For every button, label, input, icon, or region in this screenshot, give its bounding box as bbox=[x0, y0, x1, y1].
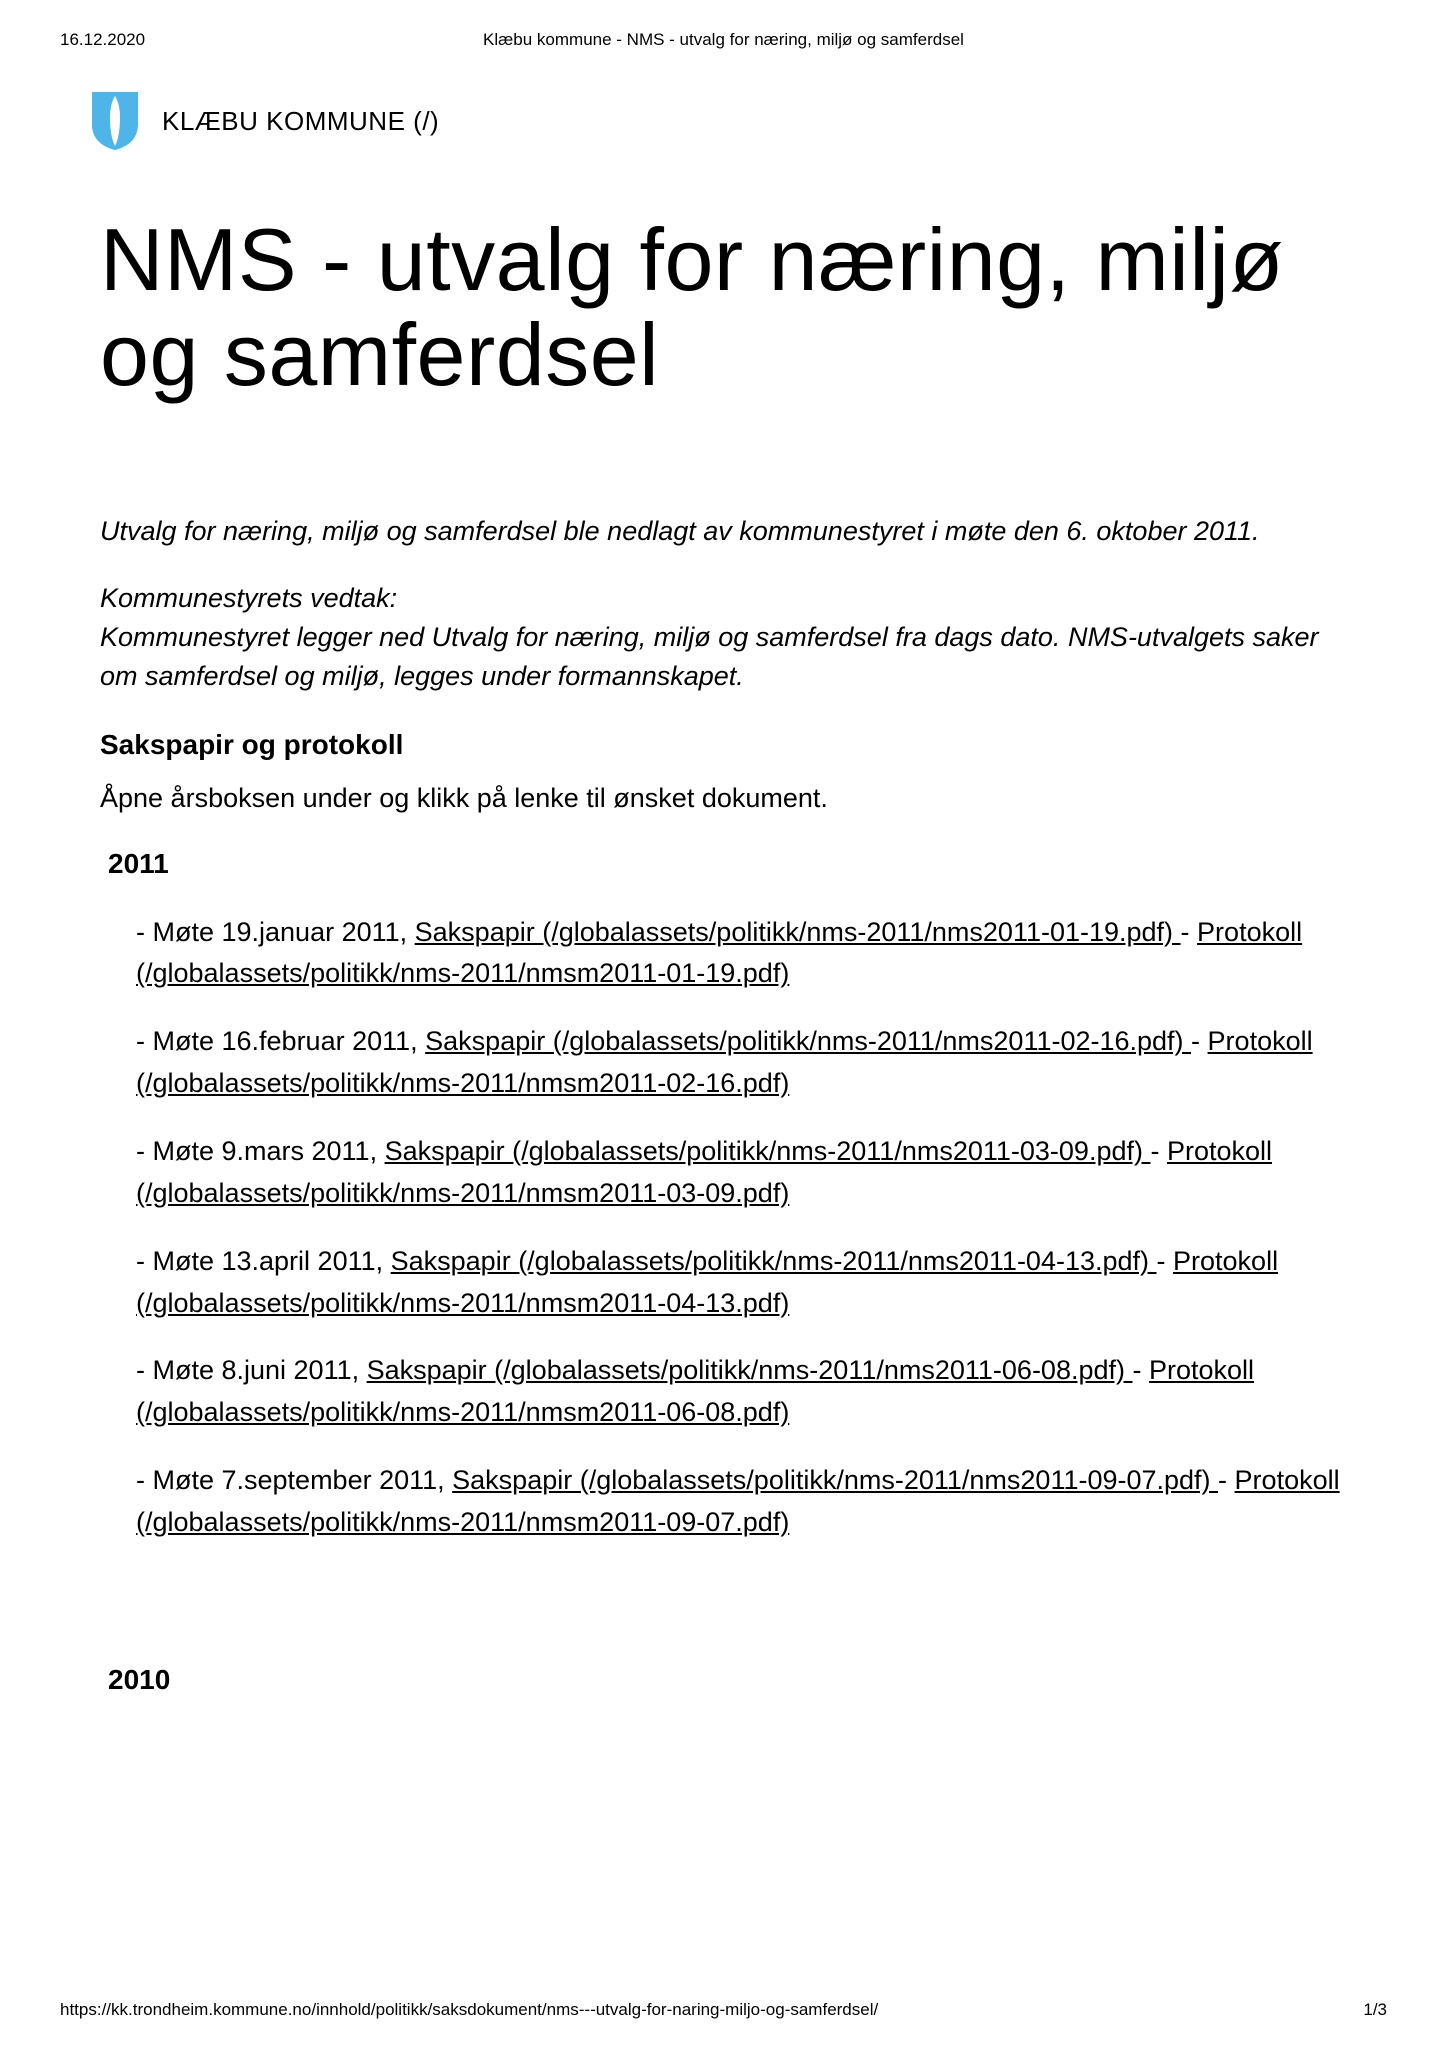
brand-home-link[interactable]: KLÆBU KOMMUNE (/) bbox=[162, 106, 439, 137]
link-separator: - bbox=[1191, 1026, 1208, 1056]
intro-p2-line2: Kommunestyret legger ned Utvalg for næri… bbox=[100, 622, 1319, 691]
link-separator: - bbox=[1218, 1465, 1235, 1495]
sakspapir-link[interactable]: Sakspapir (/globalassets/politikk/nms-20… bbox=[452, 1465, 1218, 1495]
meeting-prefix: - Møte 7.september 2011, bbox=[136, 1465, 452, 1495]
intro-paragraph-1: Utvalg for næring, miljø og samferdsel b… bbox=[100, 512, 1347, 551]
print-header: 16.12.2020 Klæbu kommune - NMS - utvalg … bbox=[60, 30, 1387, 90]
section-title: Sakspapir og protokoll bbox=[100, 729, 1347, 761]
meeting-item: - Møte 16.februar 2011, Sakspapir (/glob… bbox=[136, 1021, 1347, 1105]
brand-slash: (/) bbox=[413, 106, 439, 136]
link-separator: - bbox=[1133, 1355, 1150, 1385]
sakspapir-link[interactable]: Sakspapir (/globalassets/politikk/nms-20… bbox=[425, 1026, 1191, 1056]
meeting-item: - Møte 7.september 2011, Sakspapir (/glo… bbox=[136, 1460, 1347, 1544]
brand-header: KLÆBU KOMMUNE (/) bbox=[60, 90, 1387, 152]
brand-name-text: KLÆBU KOMMUNE bbox=[162, 106, 405, 136]
year-2010-toggle[interactable]: 2010 bbox=[108, 1664, 1347, 1696]
print-footer: https://kk.trondheim.kommune.no/innhold/… bbox=[60, 2000, 1387, 2020]
meeting-item: - Møte 9.mars 2011, Sakspapir (/globalas… bbox=[136, 1131, 1347, 1215]
meeting-list-2011: - Møte 19.januar 2011, Sakspapir (/globa… bbox=[100, 912, 1347, 1544]
meeting-prefix: - Møte 16.februar 2011, bbox=[136, 1026, 425, 1056]
print-url: https://kk.trondheim.kommune.no/innhold/… bbox=[60, 2000, 878, 2020]
sakspapir-link[interactable]: Sakspapir (/globalassets/politikk/nms-20… bbox=[391, 1246, 1157, 1276]
section-sub: Åpne årsboksen under og klikk på lenke t… bbox=[100, 783, 1347, 814]
link-separator: - bbox=[1181, 917, 1198, 947]
print-date: 16.12.2020 bbox=[60, 30, 145, 50]
meeting-prefix: - Møte 8.juni 2011, bbox=[136, 1355, 367, 1385]
meeting-prefix: - Møte 9.mars 2011, bbox=[136, 1136, 385, 1166]
link-separator: - bbox=[1157, 1246, 1174, 1276]
shield-icon bbox=[90, 90, 140, 152]
intro-paragraph-2: Kommunestyrets vedtak: Kommunestyret leg… bbox=[100, 579, 1347, 696]
meeting-prefix: - Møte 13.april 2011, bbox=[136, 1246, 391, 1276]
sakspapir-link[interactable]: Sakspapir (/globalassets/politikk/nms-20… bbox=[415, 917, 1181, 947]
sakspapir-link[interactable]: Sakspapir (/globalassets/politikk/nms-20… bbox=[367, 1355, 1133, 1385]
page-title: NMS - utvalg for næring, miljø og samfer… bbox=[100, 212, 1347, 402]
intro-p2-line1: Kommunestyrets vedtak: bbox=[100, 583, 397, 613]
link-separator: - bbox=[1150, 1136, 1167, 1166]
meeting-item: - Møte 8.juni 2011, Sakspapir (/globalas… bbox=[136, 1350, 1347, 1434]
sakspapir-link[interactable]: Sakspapir (/globalassets/politikk/nms-20… bbox=[385, 1136, 1151, 1166]
meeting-item: - Møte 19.januar 2011, Sakspapir (/globa… bbox=[136, 912, 1347, 996]
print-title: Klæbu kommune - NMS - utvalg for næring,… bbox=[483, 30, 964, 50]
print-pagenum: 1/3 bbox=[1363, 2000, 1387, 2020]
meeting-item: - Møte 13.april 2011, Sakspapir (/global… bbox=[136, 1241, 1347, 1325]
year-2011-toggle[interactable]: 2011 bbox=[108, 848, 1347, 880]
meeting-prefix: - Møte 19.januar 2011, bbox=[136, 917, 415, 947]
